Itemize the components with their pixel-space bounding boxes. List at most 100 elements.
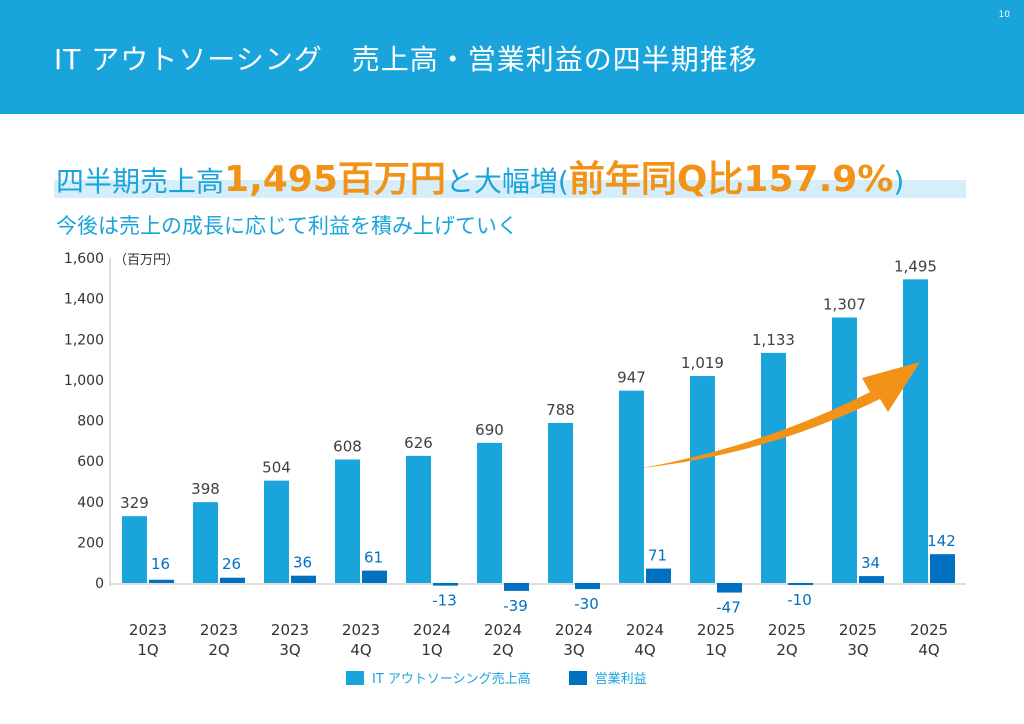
y-tick-label: 1,400 — [64, 292, 104, 308]
profit-data-label: -47 — [716, 599, 741, 617]
x-tick-label-year: 2023 — [129, 621, 167, 639]
sales-data-label: 608 — [333, 438, 362, 456]
headline-yoy-value: 前年同Q比157.9% — [568, 159, 894, 200]
profit-bar — [788, 583, 813, 586]
profit-bar — [859, 576, 884, 583]
profit-bar — [362, 570, 387, 583]
sales-data-label: 788 — [546, 401, 575, 419]
y-tick-label: 800 — [77, 414, 104, 430]
x-tick-label-year: 2025 — [768, 621, 806, 639]
profit-bar — [220, 577, 245, 583]
sales-bar — [264, 480, 289, 583]
sales-bar — [761, 352, 786, 583]
x-tick-label-quarter: 3Q — [563, 641, 584, 659]
profit-bar — [504, 583, 529, 591]
sales-data-label: 947 — [617, 369, 646, 387]
profit-data-label: -10 — [787, 591, 812, 609]
x-tick-label-quarter: 1Q — [705, 641, 726, 659]
x-tick-label-quarter: 4Q — [634, 641, 655, 659]
sales-bar — [406, 455, 431, 583]
y-tick-label: 1,200 — [64, 332, 104, 348]
x-tick-label-year: 2024 — [555, 621, 593, 639]
x-tick-label-year: 2024 — [626, 621, 664, 639]
profit-bar — [291, 575, 316, 583]
profit-data-label: -13 — [432, 592, 457, 610]
headline-part-1: 四半期売上高 — [56, 165, 225, 198]
x-tick-label-year: 2023 — [200, 621, 238, 639]
x-tick-label-quarter: 1Q — [137, 641, 158, 659]
sales-bar — [832, 317, 857, 583]
profit-bar — [717, 583, 742, 593]
x-tick-label-quarter: 2Q — [208, 641, 229, 659]
y-tick-label: 0 — [95, 576, 104, 592]
x-tick-label-year: 2025 — [839, 621, 877, 639]
headline-part-3: と大幅増( — [445, 165, 569, 198]
sales-data-label: 1,019 — [681, 354, 724, 372]
profit-data-label: -30 — [574, 595, 599, 613]
legend-item-profit: 営業利益 — [568, 668, 647, 687]
profit-bar — [646, 568, 671, 583]
sales-data-label: 329 — [120, 494, 149, 512]
page-number: 10 — [998, 10, 1010, 20]
sales-data-label: 1,133 — [752, 331, 795, 349]
sales-data-label: 690 — [475, 421, 504, 439]
sales-bar — [193, 502, 218, 583]
sales-bar — [690, 376, 715, 583]
x-tick-label-quarter: 4Q — [918, 641, 939, 659]
y-tick-label: 400 — [77, 495, 104, 511]
profit-bar — [149, 579, 174, 583]
y-tick-label: 200 — [77, 535, 104, 551]
x-tick-label-quarter: 3Q — [279, 641, 300, 659]
sales-data-label: 1,495 — [894, 257, 937, 275]
sales-data-label: 626 — [404, 434, 433, 452]
profit-bar — [575, 583, 600, 590]
x-tick-label-quarter: 3Q — [847, 641, 868, 659]
legend-label-sales: IT アウトソーシング売上高 — [372, 672, 531, 687]
x-tick-label-quarter: 2Q — [776, 641, 797, 659]
x-tick-label-year: 2024 — [484, 621, 522, 639]
profit-data-label: 26 — [222, 555, 241, 573]
legend-swatch-sales — [346, 670, 364, 685]
x-tick-label-quarter: 1Q — [421, 641, 442, 659]
sales-bar — [477, 442, 502, 583]
growth-arrow — [642, 362, 920, 468]
x-tick-label-year: 2025 — [910, 621, 948, 639]
sales-data-label: 1,307 — [823, 296, 866, 314]
sales-data-label: 504 — [262, 459, 291, 477]
x-tick-label-quarter: 4Q — [350, 641, 371, 659]
headline-part-5: ) — [893, 165, 905, 198]
profit-data-label: 142 — [927, 532, 956, 550]
headline-highlight — [54, 180, 966, 198]
profit-data-label: 34 — [861, 554, 880, 572]
sales-bar — [335, 459, 360, 583]
sales-bar — [619, 390, 644, 583]
sales-bar — [903, 279, 928, 583]
sales-data-label: 398 — [191, 480, 220, 498]
subheadline: 今後は売上の成長に応じて利益を積み上げていく — [56, 214, 518, 238]
sales-bar — [548, 422, 573, 583]
profit-data-label: 36 — [293, 554, 312, 572]
legend: IT アウトソーシング売上高 営業利益 — [346, 668, 685, 687]
legend-item-sales: IT アウトソーシング売上高 — [346, 668, 531, 687]
x-tick-label-year: 2023 — [271, 621, 309, 639]
title-bar: IT アウトソーシング 売上高・営業利益の四半期推移 10 — [0, 0, 1024, 114]
x-tick-label-year: 2025 — [697, 621, 735, 639]
headline-sales-value: 1,495百万円 — [224, 159, 446, 200]
y-tick-label: 600 — [77, 454, 104, 470]
y-tick-label: 1,600 — [64, 251, 104, 267]
sales-bar — [122, 516, 147, 583]
profit-data-label: 61 — [364, 549, 383, 567]
profit-bar — [930, 554, 955, 583]
profit-data-label: 16 — [151, 555, 170, 573]
legend-label-profit: 営業利益 — [594, 672, 647, 687]
slide-title: IT アウトソーシング 売上高・営業利益の四半期推移 — [54, 43, 758, 76]
y-tick-label: 1,000 — [64, 373, 104, 389]
x-tick-label-year: 2024 — [413, 621, 451, 639]
profit-data-label: 71 — [648, 547, 667, 565]
x-tick-label-year: 2023 — [342, 621, 380, 639]
legend-swatch-profit — [568, 670, 587, 685]
profit-data-label: -39 — [503, 597, 528, 615]
headline: 四半期売上高 1,495百万円 と大幅増( 前年同Q比157.9% ) — [56, 150, 904, 202]
x-tick-label-quarter: 2Q — [492, 641, 513, 659]
